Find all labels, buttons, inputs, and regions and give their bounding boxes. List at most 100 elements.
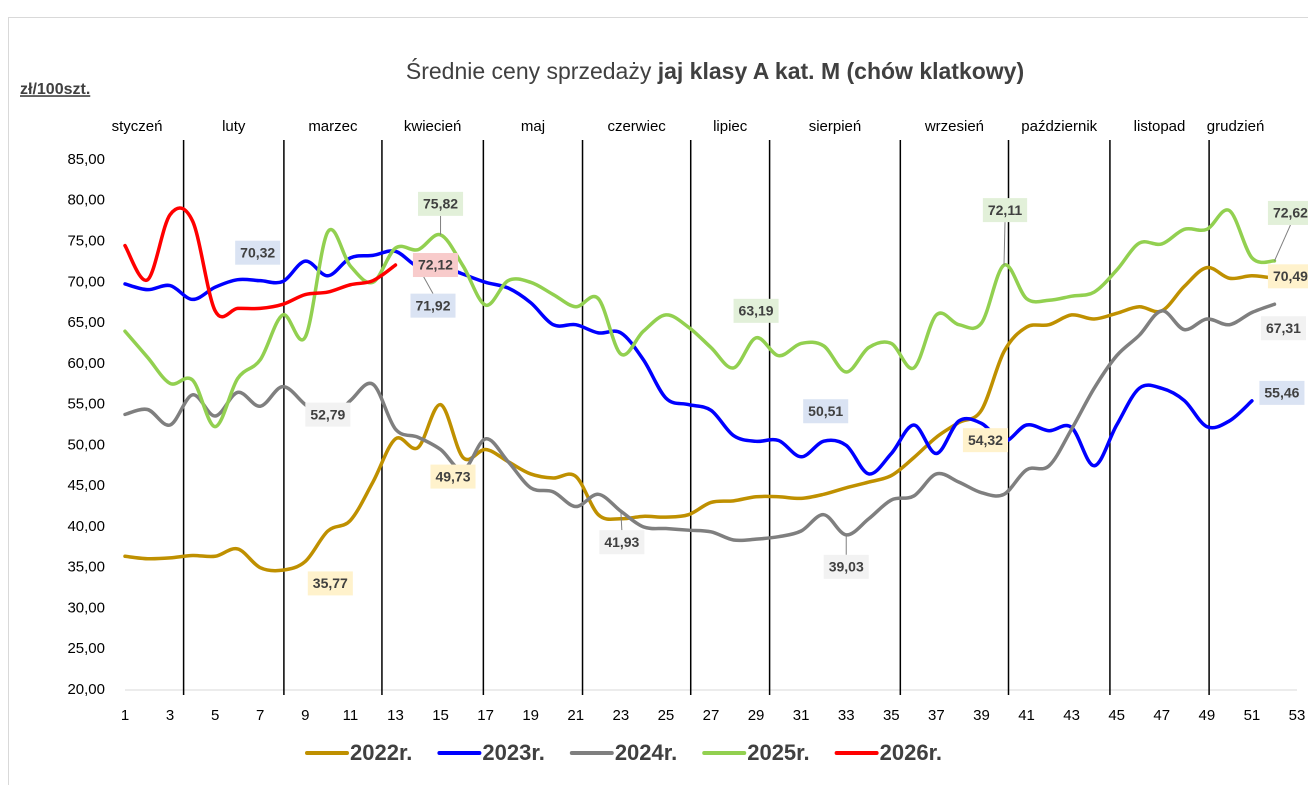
month-label: listopad — [1134, 118, 1186, 135]
data-label-text: 70,49 — [1273, 268, 1308, 284]
data-label-bg — [430, 464, 476, 489]
month-label: marzec — [308, 118, 358, 135]
x-tick-label: 35 — [883, 707, 900, 724]
data-label: 71,92 — [410, 293, 456, 318]
y-tick-label: 55,00 — [67, 396, 105, 413]
y-tick-label: 35,00 — [67, 559, 105, 576]
x-tick-label: 33 — [838, 707, 855, 724]
series-line — [123, 206, 398, 319]
data-label-text: 70,32 — [240, 244, 275, 260]
data-label: 49,73 — [430, 464, 476, 489]
data-label-bg — [235, 240, 281, 265]
y-tick-label: 25,00 — [67, 640, 105, 657]
x-tick-label: 19 — [522, 707, 539, 724]
data-label: 52,79 — [305, 402, 351, 427]
title-bold: jaj klasy A kat. M (chów klatkowy) — [657, 58, 1024, 84]
data-label-bg — [305, 402, 351, 427]
data-label-text: 50,51 — [808, 403, 843, 419]
x-tick-label: 37 — [928, 707, 945, 724]
data-label-text: 49,73 — [435, 468, 470, 484]
chart-frame — [8, 17, 1308, 785]
data-label: 39,03 — [823, 554, 869, 579]
month-label: sierpień — [809, 118, 862, 135]
legend-label: 2025r. — [747, 740, 809, 765]
month-label: grudzień — [1207, 118, 1265, 135]
data-label-bg — [733, 298, 779, 323]
y-tick-label: 80,00 — [67, 192, 105, 209]
data-label-bg — [962, 428, 1008, 453]
data-label-bg — [599, 530, 645, 555]
y-tick-label: 20,00 — [67, 681, 105, 698]
leader-line — [620, 511, 623, 531]
legend-label: 2023r. — [482, 740, 544, 765]
data-label-bg — [1260, 316, 1306, 341]
x-tick-label: 43 — [1063, 707, 1080, 724]
y-tick-label: 45,00 — [67, 477, 105, 494]
data-label-bg — [410, 293, 456, 318]
x-tick-label: 41 — [1018, 707, 1035, 724]
x-tick-label: 11 — [343, 707, 359, 724]
x-tick-label: 7 — [256, 707, 264, 724]
x-tick-label: 21 — [567, 707, 584, 724]
data-label-text: 63,19 — [739, 303, 774, 319]
month-label: styczeń — [112, 118, 163, 135]
x-tick-label: 1 — [121, 707, 129, 724]
x-tick-label: 9 — [301, 707, 309, 724]
x-tick-label: 31 — [793, 707, 810, 724]
data-label: 55,46 — [1259, 380, 1305, 405]
chart-title: Średnie ceny sprzedaży jaj klasy A kat. … — [406, 57, 1024, 84]
leader-line — [1003, 222, 1006, 266]
legend-label: 2024r. — [615, 740, 677, 765]
data-label-bg — [307, 571, 353, 596]
data-label-text: 72,11 — [988, 202, 1022, 218]
month-label: lipiec — [713, 118, 748, 135]
y-tick-label: 75,00 — [67, 233, 105, 250]
series-line — [123, 265, 1277, 573]
month-label: luty — [222, 118, 246, 135]
data-label-text: 55,46 — [1264, 385, 1299, 401]
month-label: kwiecień — [404, 118, 462, 135]
series-line — [123, 249, 1254, 476]
data-label: 72,11 — [982, 198, 1028, 223]
data-label-bg — [412, 253, 458, 278]
data-label-bg — [1259, 380, 1305, 405]
x-tick-label: 13 — [387, 707, 404, 724]
title-plain: Średnie ceny sprzedaży — [406, 57, 658, 84]
y-tick-label: 70,00 — [67, 273, 105, 290]
data-label-bg — [1267, 264, 1308, 289]
legend-label: 2022r. — [350, 740, 412, 765]
data-label-bg — [1267, 200, 1308, 225]
data-label: 35,77 — [307, 571, 353, 596]
data-label-text: 54,32 — [968, 432, 1003, 448]
x-tick-label: 45 — [1108, 707, 1125, 724]
data-label-text: 67,31 — [1266, 320, 1301, 336]
y-tick-label: 40,00 — [67, 518, 105, 535]
data-label-text: 35,77 — [313, 575, 348, 591]
x-tick-label: 51 — [1244, 707, 1261, 724]
data-label-text: 39,03 — [829, 559, 864, 575]
y-axis-label: zł/100szt. — [20, 81, 90, 98]
data-label: 75,82 — [418, 191, 464, 216]
data-label-text: 41,93 — [604, 534, 639, 550]
data-label: 70,49 — [1267, 264, 1308, 289]
data-label: 72,62 — [1267, 200, 1308, 225]
x-tick-label: 5 — [211, 707, 219, 724]
x-tick-label: 47 — [1153, 707, 1170, 724]
legend-label: 2026r. — [880, 740, 942, 765]
data-label-text: 72,12 — [418, 257, 453, 273]
x-tick-label: 39 — [973, 707, 990, 724]
series-line — [123, 208, 1277, 429]
y-tick-label: 60,00 — [67, 355, 105, 372]
x-tick-label: 3 — [166, 707, 174, 724]
x-tick-label: 49 — [1199, 707, 1216, 724]
month-label: czerwiec — [607, 118, 666, 135]
x-tick-label: 17 — [477, 707, 494, 724]
data-label: 72,12 — [412, 253, 458, 278]
month-label: październik — [1021, 118, 1097, 135]
data-label-text: 71,92 — [415, 297, 450, 313]
x-tick-label: 29 — [748, 707, 765, 724]
month-label: wrzesień — [924, 118, 984, 135]
data-label-bg — [418, 191, 464, 216]
y-tick-label: 85,00 — [67, 151, 105, 168]
